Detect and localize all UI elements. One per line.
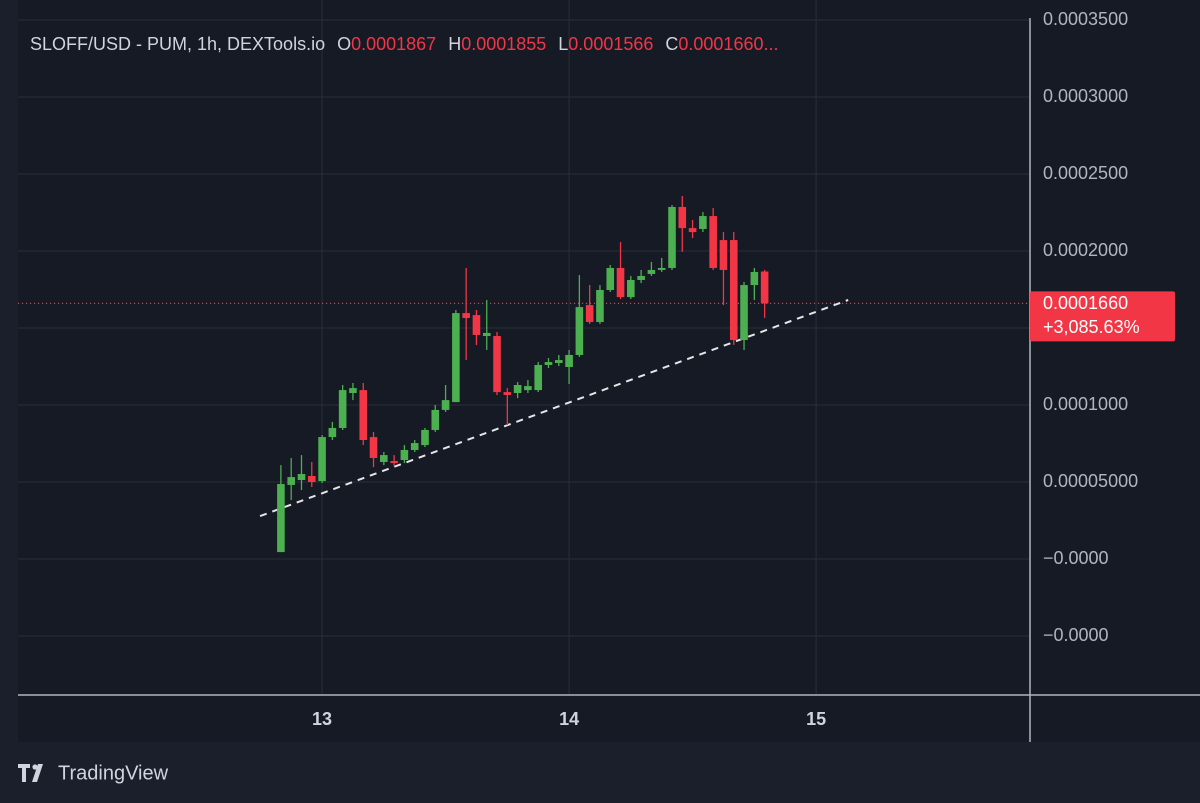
- ohlc-key: C: [665, 34, 678, 54]
- candle-body: [380, 455, 388, 462]
- x-tick-label: 15: [806, 709, 826, 729]
- grid: [18, 0, 1030, 695]
- y-tick-label: 0.0003500: [1043, 9, 1128, 29]
- candle-body: [318, 437, 326, 482]
- candle-body: [585, 305, 594, 323]
- y-tick-label: 0.0001000: [1043, 394, 1128, 414]
- candle-body: [349, 388, 357, 394]
- candle-body: [678, 206, 687, 229]
- candle-body: [462, 313, 470, 319]
- candle-body: [699, 216, 707, 229]
- candle-body: [369, 437, 378, 458]
- candle-body: [719, 240, 728, 270]
- y-tick-label: −0.0000: [1043, 625, 1109, 645]
- candle-body: [287, 477, 295, 485]
- candle-body: [596, 289, 604, 323]
- candle-body: [493, 336, 501, 393]
- candle-body: [338, 390, 347, 428]
- ohlc-value: 0.0001867: [351, 34, 436, 54]
- candle-body: [482, 332, 491, 337]
- candle-body: [390, 461, 398, 464]
- candle-body: [606, 267, 615, 290]
- candle-body: [688, 228, 697, 233]
- candle-body: [524, 386, 532, 391]
- candle-body: [575, 307, 584, 355]
- candle-body: [441, 400, 450, 410]
- candle-body: [452, 313, 460, 403]
- candle-body: [421, 429, 429, 446]
- candle-body: [277, 484, 285, 553]
- panel: [18, 0, 1200, 742]
- candle-body: [513, 384, 522, 394]
- candle-body: [740, 285, 748, 341]
- symbol-title: SLOFF/USD - PUM, 1h, DEXTools.io: [30, 34, 325, 54]
- candle-body: [627, 279, 635, 298]
- ohlc-key: O: [337, 34, 351, 54]
- candle-body: [637, 275, 645, 280]
- brand: TradingView: [58, 762, 169, 784]
- candle-body: [410, 443, 419, 450]
- candle-body: [359, 390, 368, 440]
- ohlc-value: 0.0001566: [568, 34, 653, 54]
- candle-body: [729, 240, 738, 341]
- ohlc-key: L: [558, 34, 568, 54]
- last-price-label: 0.0001660: [1043, 293, 1128, 313]
- trendline: [259, 299, 849, 517]
- ohlc-value: 0.0001855: [461, 34, 546, 54]
- y-tick-label: −0.0000: [1043, 548, 1109, 568]
- candle-body: [307, 476, 316, 483]
- legend: SLOFF/USD - PUM, 1h, DEXTools.io O0.00018…: [30, 34, 778, 54]
- y-tick-label: 0.0002000: [1043, 240, 1128, 260]
- ohlc-key: H: [448, 34, 461, 54]
- candle-body: [616, 267, 625, 298]
- candle-body: [647, 269, 656, 274]
- candle-body: [565, 354, 573, 367]
- candle-body: [400, 449, 409, 460]
- x-tick-label: 13: [312, 709, 332, 729]
- candle-body: [657, 267, 666, 270]
- candle-body: [503, 392, 512, 396]
- candle-body: [534, 364, 543, 391]
- candle-body: [297, 474, 306, 481]
- y-tick-label: 0.0002500: [1043, 163, 1128, 183]
- brand-logo: [18, 764, 43, 782]
- candle-body: [554, 360, 563, 363]
- candle-body: [760, 271, 769, 304]
- last-price-tag: [1030, 291, 1175, 342]
- candle-body: [750, 271, 759, 286]
- marks: [18, 196, 1030, 553]
- last-price-change: +3,085.63%: [1043, 317, 1140, 337]
- candle-body: [709, 216, 717, 268]
- candle-body: [328, 427, 337, 438]
- ohlc-value: 0.0001660...: [678, 34, 778, 54]
- x-tick-label: 14: [559, 709, 579, 729]
- y-tick-label: 0.00005000: [1043, 471, 1138, 491]
- candle-body: [544, 362, 553, 365]
- candle-body: [668, 206, 676, 268]
- candle-body: [472, 315, 481, 335]
- y-tick-label: 0.0003000: [1043, 86, 1128, 106]
- candle-body: [431, 409, 440, 430]
